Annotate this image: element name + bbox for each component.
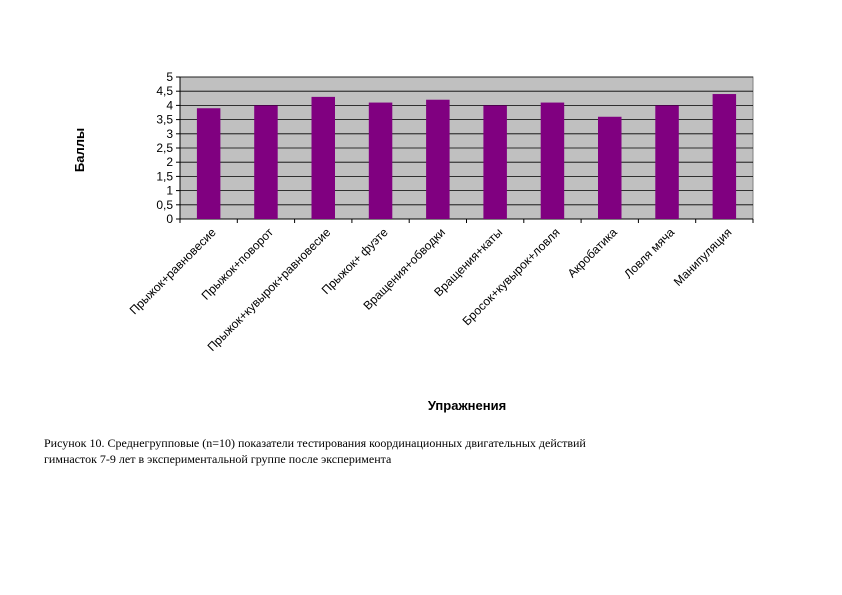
bar bbox=[655, 105, 679, 219]
bar bbox=[712, 94, 737, 219]
bar bbox=[311, 96, 335, 219]
bar bbox=[483, 105, 507, 219]
y-axis-title: Баллы bbox=[72, 128, 87, 172]
bar bbox=[196, 108, 221, 219]
bar bbox=[254, 105, 278, 219]
y-tick-label: 2 bbox=[166, 155, 173, 169]
caption-line-2: гимнасток 7-9 лет в экспериментальной гр… bbox=[44, 452, 392, 466]
bar-chart: 00,511,522,533,544,55 Прыжок+равновесиеПр… bbox=[72, 70, 754, 413]
y-tick-label: 5 bbox=[166, 70, 173, 84]
y-tick-label: 0 bbox=[166, 212, 173, 226]
y-tick-label: 2,5 bbox=[156, 141, 173, 155]
figure-caption: Рисунок 10. Среднегрупповые (n=10) показ… bbox=[44, 435, 764, 467]
x-axis-title: Упражнения bbox=[428, 398, 506, 413]
y-tick-label: 3 bbox=[166, 127, 173, 141]
x-tick-label: Бросок+кувырок+ловля bbox=[460, 225, 563, 328]
y-tick-label: 4 bbox=[166, 98, 173, 112]
y-tick-label: 3,5 bbox=[156, 113, 173, 127]
y-tick-label: 1 bbox=[166, 184, 173, 198]
x-tick-label: Прыжок+равновесие bbox=[127, 225, 219, 317]
caption-line-1: Рисунок 10. Среднегрупповые (n=10) показ… bbox=[44, 436, 586, 450]
bar bbox=[426, 99, 450, 219]
x-tick-label: Ловля мяча bbox=[621, 225, 677, 281]
bar bbox=[540, 102, 565, 219]
plot-area: 00,511,522,533,544,55 Прыжок+равновесиеПр… bbox=[127, 70, 754, 354]
x-tick-label: Прыжок+кувырок+равновесие bbox=[205, 225, 334, 354]
y-tick-label: 4,5 bbox=[156, 84, 173, 98]
x-tick-label: Манипуляция bbox=[671, 225, 735, 289]
bar bbox=[598, 116, 622, 219]
x-tick-label: Акробатика bbox=[565, 225, 620, 280]
y-tick-label: 1,5 bbox=[156, 169, 173, 183]
y-tick-label: 0,5 bbox=[156, 198, 173, 212]
bar bbox=[368, 102, 393, 219]
